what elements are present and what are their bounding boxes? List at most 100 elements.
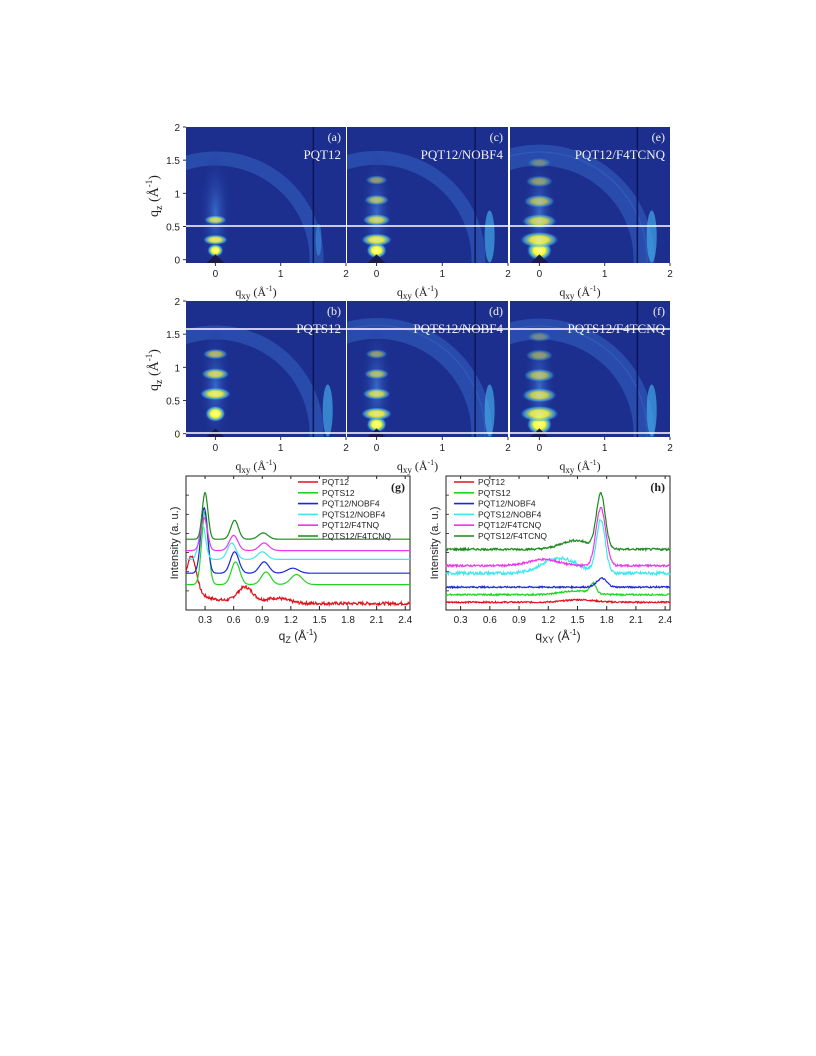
x-tick-label: 0 — [213, 269, 219, 280]
x-tick-label: 2 — [343, 269, 349, 280]
lamellar-reflection — [520, 405, 559, 422]
series-line — [186, 491, 410, 540]
ylabel-exp: -1 — [144, 180, 154, 188]
ylabel-q: q — [147, 210, 162, 217]
ylabel-unit: (Å — [146, 186, 162, 205]
lamellar-reflection — [202, 234, 228, 245]
series-line — [186, 510, 410, 586]
ylabel-close: ) — [147, 175, 162, 180]
ylabel-q: q — [147, 384, 162, 391]
lamellar-reflection — [521, 213, 557, 229]
line-chart-h: 0.3 0.6 0.9 1.2 1.5 1.8 2.1 2.4 qXY (Å-1) Intensi… — [429, 475, 673, 645]
y-tick-label: 0.5 — [166, 397, 180, 408]
legend: PQT12PQTS12PQT12/NOBF4PQTS12/NOBF4PQT12/… — [298, 477, 391, 541]
plot-frame — [185, 475, 411, 611]
panel-letter: (b) — [327, 304, 341, 318]
series-line — [185, 555, 411, 608]
panel-letter: (d) — [489, 304, 503, 318]
y-tick-label: 1.5 — [166, 330, 180, 341]
series-line — [445, 580, 671, 597]
lamellar-reflection — [523, 368, 556, 382]
pi-stack-streak — [484, 384, 495, 437]
panel-letter: (e) — [652, 130, 665, 144]
panel-letter: (g) — [391, 480, 405, 494]
gixd-panel-a: (a) PQT12 — [186, 127, 346, 263]
x-tick-label: 0.9 — [255, 615, 269, 626]
x-axis-label: qxy (Å-1) — [397, 458, 438, 475]
ylabel-sub: z — [154, 379, 165, 384]
series-line — [445, 577, 671, 590]
legend-label: PQT12 — [478, 477, 505, 487]
legend-label: PQTS12/NOBF4 — [322, 509, 386, 519]
lamellar-reflection — [525, 349, 554, 362]
x-tick-label: 1 — [278, 269, 284, 280]
pi-stack-streak — [646, 210, 657, 263]
lamellar-reflection — [204, 215, 227, 225]
x-tick-label: 2 — [505, 443, 511, 454]
x-tick-label: 1.8 — [341, 615, 355, 626]
legend-label: PQT12 — [322, 477, 349, 487]
lamellar-reflection — [527, 157, 552, 168]
x-tick-label: 1.2 — [541, 615, 555, 626]
lamellar-reflection — [527, 331, 552, 342]
lamellar-reflection — [362, 388, 391, 400]
legend-label: PQTS12 — [322, 488, 355, 498]
lamellar-reflection — [361, 407, 393, 421]
panel-letter: (a) — [328, 130, 341, 144]
y-axis-label: Intensity (a. u.) — [429, 507, 441, 580]
y-axis-label: Intensity (a. u.) — [169, 507, 181, 580]
x-axis-label: qxy (Å-1) — [559, 458, 600, 475]
x-axis-label: qXY (Å-1) — [535, 628, 580, 645]
x-tick-label: 2.4 — [658, 615, 672, 626]
lamellar-reflection — [366, 242, 387, 259]
lamellar-reflection — [521, 387, 557, 403]
lamellar-reflection — [362, 214, 391, 226]
lamellar-reflection — [207, 243, 224, 257]
legend-label: PQTS12/F4TCNQ — [478, 531, 547, 541]
legend-label: PQTS12/NOBF4 — [478, 509, 542, 519]
pi-stack-streak — [484, 210, 495, 263]
x-axis-label: qxy (Å-1) — [235, 284, 276, 301]
beamstop-shadow — [530, 254, 549, 263]
x-axis-label: qxy (Å-1) — [397, 284, 438, 301]
beamstop-shadow — [367, 254, 386, 263]
x-tick-label: 1 — [440, 269, 446, 280]
gixd-ylabel-top: qz (Å-1) — [144, 175, 165, 217]
lamellar-reflection — [523, 194, 556, 208]
x-tick-label: 2 — [667, 269, 673, 280]
x-tick-label: 2 — [667, 443, 673, 454]
lamellar-reflection — [525, 175, 554, 188]
y-tick-label: 1 — [174, 363, 180, 374]
series-line — [186, 506, 410, 574]
x-tick-label: 0 — [374, 269, 380, 280]
x-tick-label: 0.6 — [483, 615, 497, 626]
legend: PQT12PQTS12PQT12/NOBF4PQTS12/NOBF4PQT12/… — [454, 477, 547, 541]
line-plots: 0.3 0.6 0.9 1.2 1.5 1.8 2.1 2.4 qZ (Å-1) Intensit… — [169, 475, 673, 645]
lamellar-reflection — [364, 194, 390, 206]
line-chart-g: 0.3 0.6 0.9 1.2 1.5 1.8 2.1 2.4 qZ (Å-1) Intensit… — [169, 475, 413, 645]
x-tick-label: 2.1 — [629, 615, 643, 626]
x-tick-label: 1 — [602, 443, 608, 454]
series-line — [445, 518, 671, 577]
x-tick-label: 2.4 — [398, 615, 412, 626]
beamstop-shadow — [206, 254, 225, 263]
y-tick-label: 2 — [174, 297, 180, 308]
y-tick-label: 0 — [174, 256, 180, 267]
y-tick-label: 0 — [174, 430, 180, 441]
lamellar-reflection — [365, 175, 388, 185]
x-tick-label: 1.2 — [284, 615, 298, 626]
lamellar-reflection — [520, 231, 559, 248]
series-line — [445, 598, 671, 605]
lamellar-reflection — [205, 405, 226, 422]
beam-glow — [199, 152, 232, 263]
x-tick-label: 0 — [213, 443, 219, 454]
legend-label: PQT12/F4TNQ — [322, 520, 380, 530]
y-tick-label: 2 — [174, 123, 180, 134]
x-tick-label: 1 — [602, 269, 608, 280]
x-axis-label: qxy (Å-1) — [235, 458, 276, 475]
legend-label: PQTS12 — [478, 488, 511, 498]
panel-letter: (c) — [490, 130, 503, 144]
x-axis-label: qxy (Å-1) — [559, 284, 600, 301]
series-line — [186, 523, 410, 560]
